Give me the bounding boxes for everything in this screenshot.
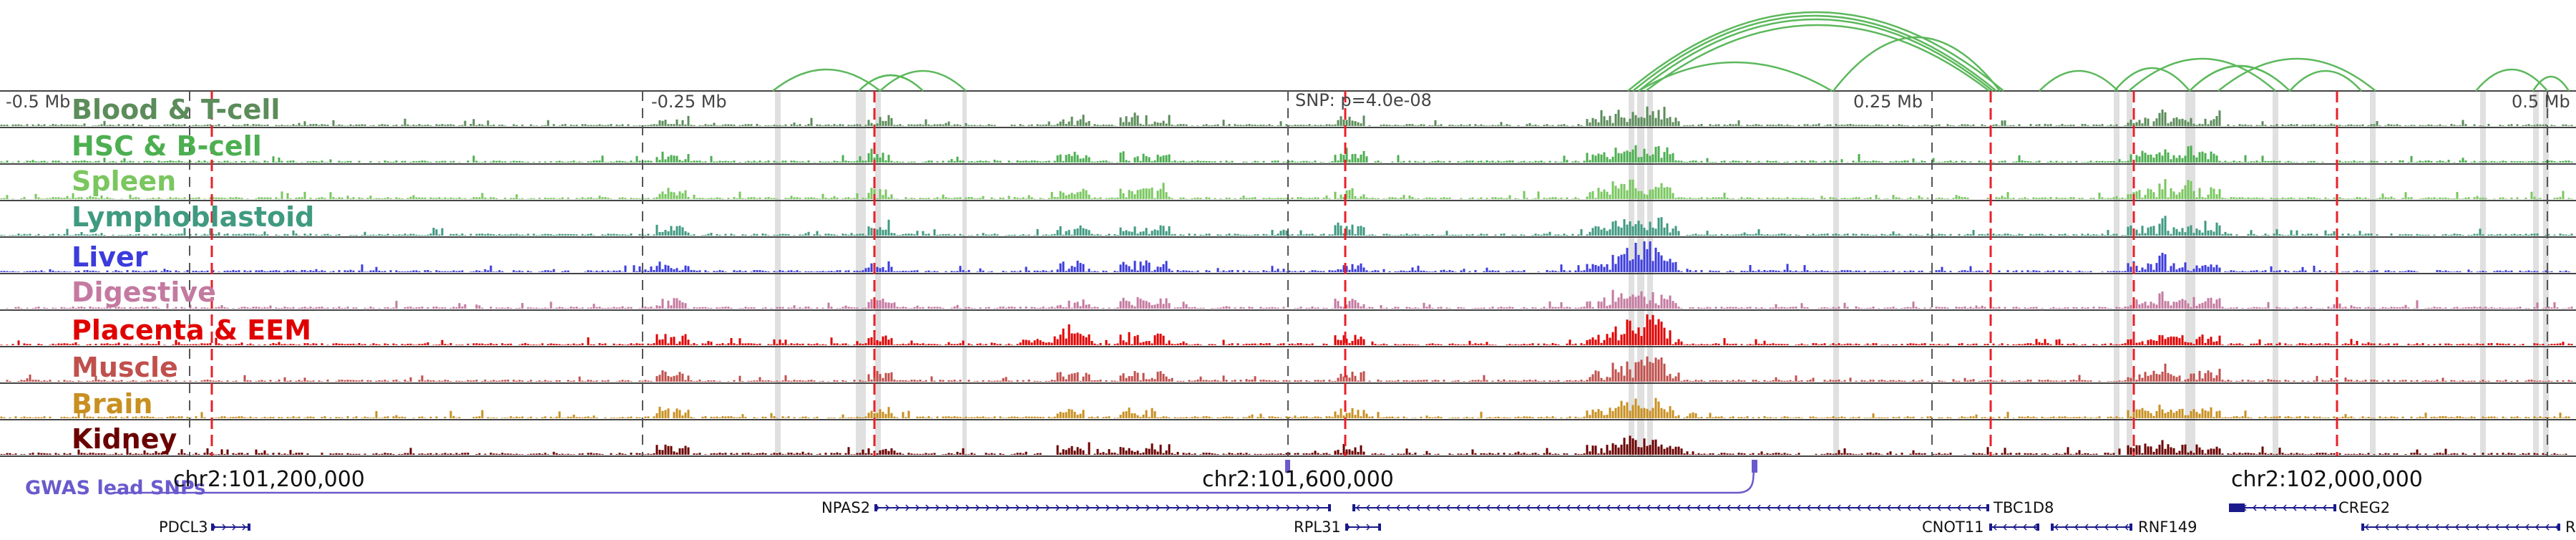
signal-peaks bbox=[0, 145, 2573, 163]
gene-label-cnot11: CNOT11 bbox=[1922, 519, 1984, 536]
signal-peaks bbox=[0, 435, 2567, 455]
gwas-lead-snps-label: GWAS lead SNPs bbox=[25, 477, 206, 499]
track-label-blood-t-cell: Blood & T-cell bbox=[72, 94, 280, 125]
chromatin-link-arc bbox=[772, 68, 881, 92]
chromatin-link-arc bbox=[2128, 57, 2276, 92]
gene-label-tbc1d8: TBC1D8 bbox=[1994, 499, 2054, 516]
gene-exon bbox=[2051, 524, 2054, 531]
gwas-lead-snp-marker bbox=[1752, 460, 1757, 473]
gene-label-rpl31: RPL31 bbox=[1294, 519, 1341, 536]
track-label-brain: Brain bbox=[72, 388, 153, 420]
chromatin-link-arc bbox=[1638, 61, 1833, 92]
ruler-label-snp: SNP: p=4.0e-08 bbox=[1295, 90, 1432, 110]
chromatin-link-arc bbox=[1632, 14, 1997, 92]
ruler-label-plus-0-25mb: 0.25 Mb bbox=[1853, 92, 1923, 112]
gene-exon bbox=[1328, 504, 1331, 511]
gwas-lead-snp-line bbox=[114, 461, 1756, 494]
track-label-hsc-b-cell: HSC & B-cell bbox=[72, 130, 262, 162]
chromatin-link-arc bbox=[2189, 64, 2290, 92]
gene-strand-chevrons bbox=[2054, 524, 2129, 531]
signal-peaks bbox=[0, 314, 2573, 345]
chromatin-link-arc bbox=[2532, 75, 2570, 92]
gene-label-creg2: CREG2 bbox=[2338, 499, 2391, 516]
track-label-muscle: Muscle bbox=[72, 352, 178, 383]
chromatin-link-arc bbox=[1645, 24, 1990, 92]
gene-exon bbox=[1345, 524, 1348, 531]
coordinate-label-102000000: chr2:102,000,000 bbox=[2231, 467, 2423, 492]
gene-exon bbox=[1989, 524, 1992, 531]
gene-strand-chevrons bbox=[875, 504, 1321, 511]
gene-strand-chevrons bbox=[1355, 504, 1981, 511]
track-label-lymphoblastoid: Lymphoblastoid bbox=[72, 201, 315, 233]
gene-label-rnf149: RNF149 bbox=[2138, 519, 2197, 536]
chromatin-link-arc bbox=[1833, 36, 2001, 92]
chromatin-link-arc bbox=[2475, 68, 2548, 92]
gene-exon bbox=[2036, 524, 2039, 531]
track-label-spleen: Spleen bbox=[72, 165, 177, 197]
chromatin-link-arc bbox=[2289, 69, 2362, 92]
gene-exon bbox=[1378, 524, 1381, 531]
track-label-digestive: Digestive bbox=[72, 276, 216, 308]
signal-peaks bbox=[0, 106, 2573, 126]
track-label-placenta-eem: Placenta & EEM bbox=[72, 314, 312, 346]
coordinate-label-101200000: chr2:101,200,000 bbox=[173, 467, 365, 492]
ruler-label-minus-0-25mb: -0.25 Mb bbox=[651, 92, 727, 112]
chromatin-link-arc bbox=[2218, 57, 2376, 92]
gene-label-pdcl3: PDCL3 bbox=[159, 519, 208, 536]
gwas-lead-snp-marker bbox=[1285, 460, 1290, 473]
gene-exon bbox=[2229, 503, 2245, 512]
gene-exon bbox=[2333, 504, 2336, 511]
gene-strand-chevrons bbox=[1992, 524, 2037, 531]
gene-strand-chevrons bbox=[2364, 524, 2560, 531]
chromatin-link-arc bbox=[2114, 67, 2190, 92]
signal-peaks bbox=[0, 397, 2570, 418]
chromatin-link-arc bbox=[1627, 11, 2004, 92]
gene-exon bbox=[2557, 524, 2560, 531]
gene-exon bbox=[2361, 524, 2364, 531]
gene-exon bbox=[248, 524, 250, 531]
chromatin-link-arc bbox=[2039, 69, 2119, 92]
gene-exon bbox=[211, 524, 214, 531]
chromatin-link-arc bbox=[1638, 18, 1994, 92]
ruler-label-plus-0-5mb: 0.5 Mb bbox=[2512, 92, 2570, 112]
chromatin-link-arc bbox=[879, 69, 967, 92]
signal-peaks bbox=[0, 179, 2573, 199]
gene-exon bbox=[874, 504, 877, 511]
gene-exon bbox=[1986, 504, 1989, 511]
chromatin-link-arc bbox=[858, 74, 924, 92]
coordinate-label-101600000: chr2:101,600,000 bbox=[1202, 467, 1394, 492]
gene-exon bbox=[2129, 524, 2132, 531]
gene-exon bbox=[1352, 504, 1355, 511]
signal-peaks bbox=[0, 241, 2570, 272]
gene-label-npas2: NPAS2 bbox=[821, 499, 871, 516]
ruler-label-minus-0-5mb: -0.5 Mb bbox=[6, 92, 71, 112]
track-label-liver: Liver bbox=[72, 241, 148, 273]
track-label-kidney: Kidney bbox=[72, 423, 177, 455]
signal-peaks bbox=[6, 289, 2573, 309]
signal-peaks bbox=[6, 356, 2573, 382]
gene-label-r: R bbox=[2565, 519, 2576, 536]
gene-strand-chevrons bbox=[212, 524, 247, 531]
